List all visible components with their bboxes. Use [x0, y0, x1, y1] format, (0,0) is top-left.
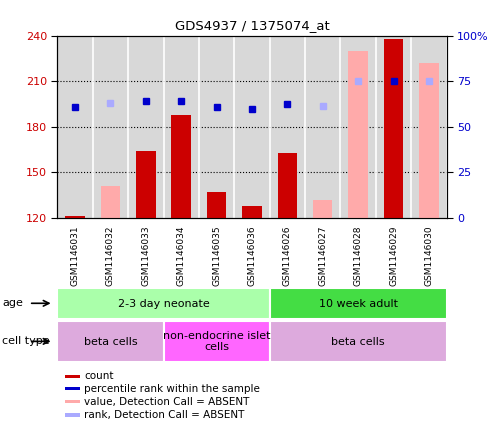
Bar: [101, 186, 120, 218]
Bar: [384, 39, 403, 218]
Bar: [65, 413, 80, 417]
Bar: [313, 200, 332, 218]
Text: percentile rank within the sample: percentile rank within the sample: [84, 384, 260, 394]
Text: GSM1146026: GSM1146026: [283, 225, 292, 286]
Text: beta cells: beta cells: [84, 337, 137, 346]
Bar: [207, 192, 227, 218]
Bar: [243, 206, 261, 218]
Bar: [65, 216, 85, 218]
Text: non-endocrine islet
cells: non-endocrine islet cells: [163, 331, 270, 352]
Text: GSM1146027: GSM1146027: [318, 225, 327, 286]
Bar: [269, 288, 447, 319]
Text: GSM1146031: GSM1146031: [70, 225, 79, 286]
Text: count: count: [84, 371, 114, 381]
Text: GSM1146035: GSM1146035: [212, 225, 221, 286]
Text: 10 week adult: 10 week adult: [319, 299, 398, 308]
Text: age: age: [2, 298, 23, 308]
Text: GSM1146029: GSM1146029: [389, 225, 398, 286]
Bar: [65, 400, 80, 404]
Bar: [269, 321, 447, 362]
Bar: [65, 387, 80, 390]
Bar: [172, 115, 191, 218]
Bar: [136, 151, 156, 218]
Text: rank, Detection Call = ABSENT: rank, Detection Call = ABSENT: [84, 410, 245, 420]
Bar: [57, 288, 269, 319]
Text: cell type: cell type: [2, 336, 50, 346]
Title: GDS4937 / 1375074_at: GDS4937 / 1375074_at: [175, 19, 329, 32]
Text: GSM1146034: GSM1146034: [177, 225, 186, 286]
Bar: [348, 51, 368, 218]
Bar: [57, 321, 164, 362]
Text: GSM1146033: GSM1146033: [141, 225, 150, 286]
Text: value, Detection Call = ABSENT: value, Detection Call = ABSENT: [84, 397, 250, 407]
Text: GSM1146028: GSM1146028: [354, 225, 363, 286]
Bar: [277, 153, 297, 218]
Text: GSM1146030: GSM1146030: [425, 225, 434, 286]
Bar: [65, 375, 80, 378]
Bar: [419, 63, 439, 218]
Bar: [164, 321, 269, 362]
Text: beta cells: beta cells: [331, 337, 385, 346]
Text: 2-3 day neonate: 2-3 day neonate: [118, 299, 210, 308]
Text: GSM1146036: GSM1146036: [248, 225, 256, 286]
Text: GSM1146032: GSM1146032: [106, 225, 115, 286]
